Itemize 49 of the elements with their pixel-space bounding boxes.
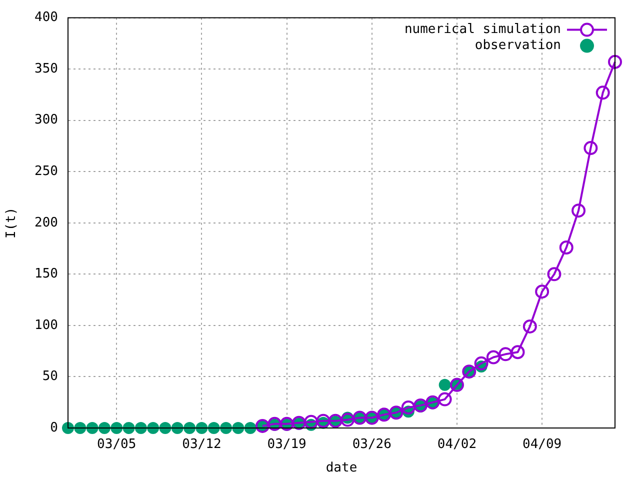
point <box>584 141 598 156</box>
point <box>304 414 318 429</box>
point <box>86 422 98 434</box>
x-tick-label: 03/12 <box>182 437 222 452</box>
point <box>208 422 220 434</box>
point <box>232 422 244 434</box>
point <box>98 422 110 434</box>
point <box>510 345 525 360</box>
legend-label: observation <box>474 38 561 54</box>
point <box>438 392 452 406</box>
point <box>184 422 196 434</box>
point <box>159 422 172 434</box>
x-tick-label: 04/09 <box>522 437 562 452</box>
y-tick-label: 50 <box>42 369 58 384</box>
point <box>340 412 355 427</box>
point <box>547 267 562 282</box>
y-tick-label: 250 <box>34 164 58 179</box>
y-tick-label: 0 <box>50 420 58 436</box>
point <box>401 400 416 414</box>
y-tick-label: 350 <box>34 61 58 76</box>
y-tick-label: 100 <box>34 318 58 333</box>
x-tick-label: 03/26 <box>352 437 392 452</box>
point <box>486 350 500 364</box>
point <box>535 284 550 299</box>
point <box>498 347 513 362</box>
point <box>171 422 184 434</box>
point <box>474 356 488 370</box>
point <box>596 86 610 100</box>
point <box>438 378 451 391</box>
x-axis-title: date <box>326 460 358 476</box>
point <box>608 54 622 69</box>
point <box>110 422 123 434</box>
point <box>522 319 537 334</box>
y-tick-label: 200 <box>34 215 58 230</box>
x-tick-label: 04/02 <box>437 437 477 452</box>
point <box>122 422 135 434</box>
x-tick-label: 03/19 <box>267 437 306 452</box>
y-axis-title: I(t) <box>4 207 20 239</box>
point <box>316 414 330 428</box>
y-tick-label: 300 <box>34 112 58 128</box>
y-tick-label: 400 <box>34 10 58 26</box>
legend-label: numerical simulation <box>404 22 561 38</box>
point <box>572 204 586 218</box>
point <box>62 422 74 434</box>
x-tick-label: 03/05 <box>97 437 136 452</box>
point <box>196 422 208 434</box>
point <box>559 240 574 255</box>
y-tick-label: 150 <box>34 266 58 282</box>
point <box>74 422 86 434</box>
